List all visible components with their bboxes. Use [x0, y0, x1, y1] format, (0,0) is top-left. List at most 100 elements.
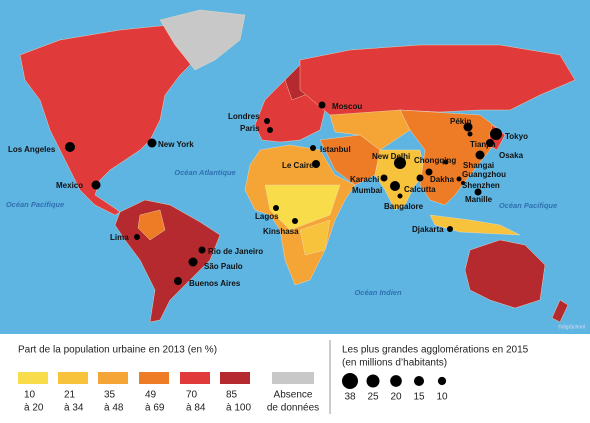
legend-title: Part de la population urbaine en 2013 (e… [18, 345, 217, 356]
land [19, 9, 576, 323]
legend-swatch [220, 372, 250, 384]
legend-swatch [98, 372, 128, 384]
legend-swatch [139, 372, 169, 384]
legend-label: de données [267, 403, 319, 414]
city-dot [134, 234, 140, 240]
city-dot [394, 157, 406, 169]
legend-swatch [180, 372, 210, 384]
legend-label: 85 [226, 390, 238, 401]
city-dot [198, 246, 206, 254]
city-label: Shenzhen [462, 181, 500, 190]
city-label: Bangalore [384, 202, 424, 211]
city-dot [188, 257, 198, 267]
legend-bubble-label: 20 [390, 392, 402, 403]
city-label: New York [158, 140, 194, 149]
city-dot [461, 181, 465, 185]
city-label: Mexico [56, 181, 83, 190]
city-dot [91, 180, 101, 190]
city-label: Mumbai [352, 186, 382, 195]
city-dot [490, 128, 502, 140]
city-label: Djakarta [412, 225, 444, 234]
indonesia [429, 214, 521, 236]
city-label: Chongqing [414, 156, 456, 165]
ocean-label: Océan Pacifique [6, 200, 64, 209]
city-label: Rio de Janeiro [208, 247, 263, 256]
credit: ©digiSchool [558, 323, 585, 330]
city-dot [463, 122, 473, 132]
legend-label: Absence [274, 390, 313, 401]
city-label: São Paulo [204, 262, 243, 271]
city-label: Pékin [450, 117, 471, 126]
legend-label: à 69 [145, 403, 165, 414]
legend-label: à 34 [64, 403, 84, 414]
city-label: Lima [110, 233, 129, 242]
legend-bubble [437, 376, 447, 386]
city-label: Tianjin [470, 140, 496, 149]
city-dot [65, 142, 75, 152]
city-label: Londres [228, 112, 260, 121]
legend-label: à 48 [104, 403, 124, 414]
city-label: Buenos Aires [189, 279, 241, 288]
city-label: Calcutta [404, 185, 436, 194]
legend-bubble-label: 38 [344, 392, 356, 403]
south-asia [374, 149, 426, 211]
city-label: Kinshasa [263, 227, 299, 236]
australia [464, 239, 546, 309]
legend-bubble-label: 25 [367, 392, 379, 403]
legend-swatch [272, 372, 314, 384]
legend-bubble [390, 375, 402, 387]
legend-bubble [366, 374, 380, 388]
city-label: Paris [240, 124, 260, 133]
city-label: Istanbul [320, 145, 351, 154]
legend-swatch [18, 372, 48, 384]
legend-label: à 20 [24, 403, 44, 414]
city-dot [475, 150, 485, 160]
ocean-label: Océan Indien [354, 288, 402, 297]
city-dot [467, 131, 473, 137]
ocean-label: Océan Pacifique [499, 201, 557, 210]
city-dot [292, 218, 298, 224]
city-label: Guangzhou [462, 170, 506, 179]
city-label: Shangai [463, 161, 494, 170]
city-dot [486, 139, 494, 147]
east-africa [299, 219, 331, 256]
city-label: Osaka [499, 151, 524, 160]
city-dot [312, 160, 320, 168]
ocean-label: Océan Atlantique [174, 168, 235, 177]
legend-label: 49 [145, 390, 157, 401]
city-dot [390, 181, 400, 191]
legend-bubble-label: 10 [436, 392, 448, 403]
city-dot [264, 118, 270, 124]
city-label: Karachi [350, 175, 379, 184]
legend-label: 35 [104, 390, 116, 401]
city-dot [456, 176, 462, 182]
city-label: Moscou [332, 102, 362, 111]
city-label: Le Caire [282, 161, 314, 170]
legend-label: à 84 [186, 403, 206, 414]
legend-title: (en millions d’habitants) [342, 358, 447, 369]
city-dot [273, 205, 279, 211]
city-dot [474, 188, 482, 196]
city-dot [310, 145, 316, 151]
city-dot [380, 174, 388, 182]
city-dot [416, 174, 424, 182]
legend-swatch [58, 372, 88, 384]
greenland [159, 9, 246, 71]
legend-bubble [341, 372, 359, 390]
andes [137, 209, 166, 241]
city-dot [147, 138, 157, 148]
legend-bubble [413, 375, 425, 387]
sahel [264, 184, 341, 231]
city-label: Los Angeles [8, 145, 56, 154]
city-dot [318, 101, 326, 109]
city-label: New Delhi [372, 152, 410, 161]
city-dot [397, 193, 403, 199]
city-label: Manille [465, 195, 493, 204]
city-label: Tokyo [505, 132, 528, 141]
legend-label: 10 [24, 390, 36, 401]
new-zealand [551, 299, 569, 323]
city-label: Lagos [255, 212, 279, 221]
legend-label: 21 [64, 390, 76, 401]
city-dot [267, 127, 273, 133]
